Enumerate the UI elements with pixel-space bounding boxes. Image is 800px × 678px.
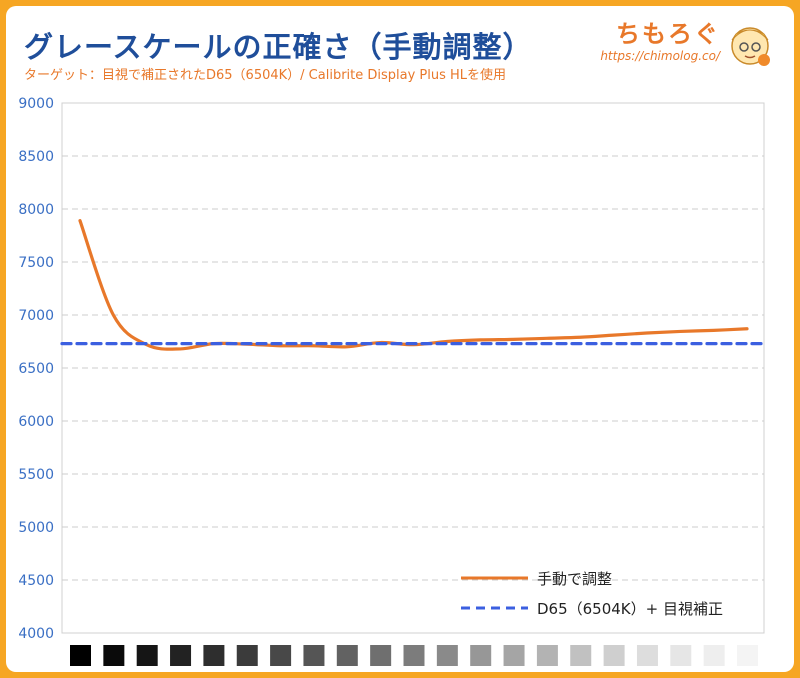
y-tick-label: 4500: [18, 573, 54, 589]
gray-swatch: [737, 645, 758, 666]
y-tick-label: 6500: [18, 361, 54, 377]
y-tick-label: 4000: [18, 626, 54, 642]
gray-swatch: [170, 645, 192, 666]
mascot-icon: [731, 27, 770, 66]
gray-swatch: [336, 645, 358, 666]
y-tick-label: 7000: [18, 308, 54, 324]
chart-subtitle: ターゲット：目視で補正されたD65（6504K）/ Calibrite Disp…: [24, 68, 507, 83]
gray-swatch: [203, 645, 225, 666]
gray-swatch: [370, 645, 392, 666]
gray-swatch: [303, 645, 325, 666]
grid: [62, 155, 764, 581]
x-axis-swatches: [70, 645, 758, 666]
gray-swatch: [136, 645, 158, 666]
gray-swatch: [670, 645, 692, 666]
legend: 手動で調整 D65（6504K）+ 目視補正: [461, 570, 723, 618]
gray-swatch: [703, 645, 725, 666]
y-axis: 4000 4500 5000 5500 6000 6500 7000 7500 8000 8500…: [18, 96, 54, 642]
gray-swatch: [436, 645, 458, 666]
gray-swatch: [470, 645, 492, 666]
gray-swatch: [403, 645, 425, 666]
legend-label: D65（6504K）+ 目視補正: [537, 600, 723, 618]
gray-swatch: [270, 645, 292, 666]
gray-swatch: [636, 645, 658, 666]
brand-name: ちもろぐ: [616, 20, 720, 48]
gray-swatch: [603, 645, 625, 666]
gray-swatch: [70, 645, 91, 666]
y-tick-label: 6000: [18, 414, 54, 430]
y-tick-label: 5500: [18, 467, 54, 483]
gray-swatch: [236, 645, 258, 666]
series-layer: [60, 219, 766, 351]
brand-logo[interactable]: ちもろぐ https://chimolog.co/: [600, 14, 776, 66]
gray-swatch: [570, 645, 592, 666]
legend-label: 手動で調整: [537, 570, 612, 588]
y-tick-label: 8000: [18, 202, 54, 218]
y-tick-label: 5000: [18, 520, 54, 536]
brand-url: https://chimolog.co/: [600, 49, 720, 63]
gray-swatch: [536, 645, 558, 666]
y-tick-label: 8500: [18, 149, 54, 165]
chart-title: グレースケールの正確さ（手動調整）: [24, 30, 533, 64]
gray-swatch: [103, 645, 125, 666]
gray-swatch: [503, 645, 525, 666]
y-tick-label: 7500: [18, 255, 54, 271]
y-tick-label: 9000: [18, 96, 54, 112]
